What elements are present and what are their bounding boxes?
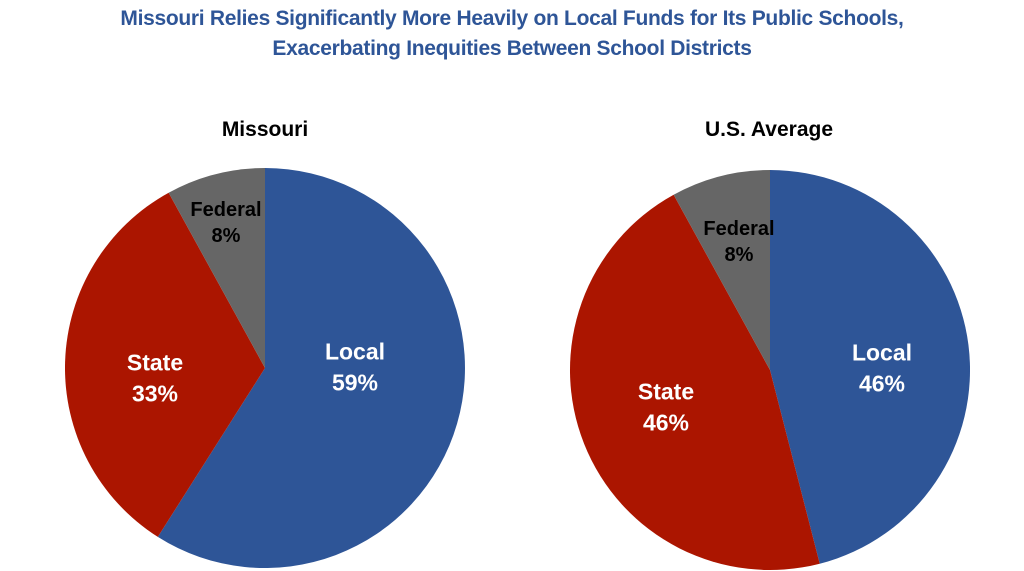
figure-title-line-2: Exacerbating Inequities Between School D… — [272, 37, 752, 60]
missouri-slice-federal — [168, 168, 265, 368]
figure-title: Missouri Relies Significantly More Heavi… — [0, 4, 1024, 64]
us-average-slice-state — [569, 194, 820, 571]
us-average-label-state-name: State — [638, 379, 694, 405]
missouri-label-federal-value: 8% — [212, 225, 241, 247]
us-average-slice-federal — [673, 170, 770, 370]
us-average-label-federal-value: 8% — [725, 244, 754, 266]
us-average-chart-title: U.S. Average — [705, 118, 833, 141]
missouri-label-local-name: Local — [325, 339, 385, 365]
us-average-slice-local — [770, 170, 971, 564]
missouri-label-state-value: 33% — [132, 381, 178, 407]
missouri-label-federal-name: Federal — [190, 199, 261, 221]
us-average-label-local-name: Local — [852, 340, 912, 366]
us-average-label-local-value: 46% — [859, 371, 905, 397]
missouri-slice-state — [64, 192, 265, 537]
us-average-label-state-value: 46% — [643, 410, 689, 436]
missouri-chart-title: Missouri — [221, 118, 309, 141]
figure-title-line-1: Missouri Relies Significantly More Heavi… — [120, 7, 904, 30]
us-average-label-federal-name: Federal — [703, 218, 774, 240]
missouri-label-local-value: 59% — [332, 370, 378, 396]
missouri-slice-local — [157, 168, 465, 568]
missouri-label-state-name: State — [127, 350, 183, 376]
